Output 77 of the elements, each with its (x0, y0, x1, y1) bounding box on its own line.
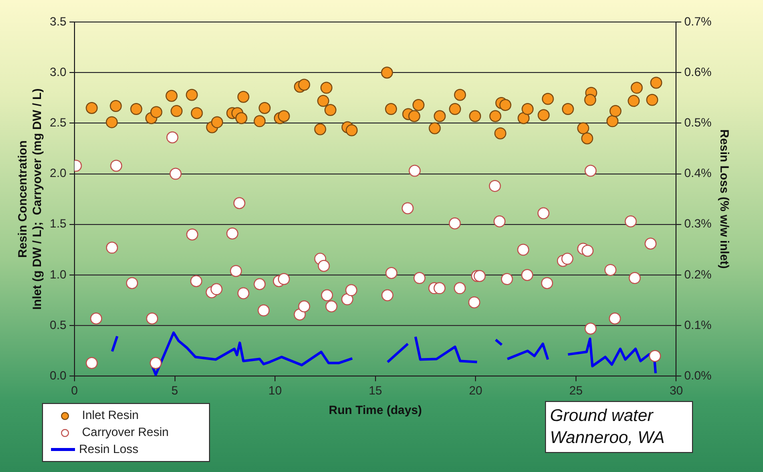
point (254, 115, 266, 128)
point (650, 76, 662, 89)
point (518, 112, 530, 124)
y2-tick-label: 0.2% (684, 267, 712, 282)
point (469, 110, 482, 122)
point (170, 105, 183, 118)
point (562, 103, 574, 116)
y-tick-label: 0.0 (50, 368, 67, 383)
point (166, 90, 178, 102)
point (317, 94, 330, 107)
y-tick-label: 3.0 (50, 64, 67, 79)
point (428, 122, 441, 134)
y2-tick-label: 0.3% (684, 216, 712, 231)
point (346, 124, 358, 136)
point (408, 110, 420, 122)
y2-tick-label: 0.7% (684, 14, 712, 28)
point (522, 103, 534, 116)
y-tick-label: 2.5 (50, 116, 67, 130)
point (499, 98, 512, 111)
point (86, 102, 98, 114)
point (298, 78, 310, 91)
y2-tick-label: 0.0% (684, 368, 712, 383)
point (235, 112, 248, 124)
x-tick-label: 15 (368, 384, 382, 398)
point (449, 103, 461, 116)
point (628, 94, 640, 107)
y2-tick-label: 0.5% (684, 116, 712, 130)
text: Ground water Wanneroo, WA (545, 401, 693, 453)
point (320, 82, 332, 94)
point (577, 122, 590, 134)
legend-label: Inlet Resin (82, 408, 139, 422)
y2-tick-label: 0.6% (684, 64, 712, 79)
x-tick-label: 25 (569, 384, 583, 398)
point (454, 88, 466, 101)
y2-axis-title: Resin Loss (% w/w inlet) (717, 129, 732, 269)
point (106, 116, 118, 128)
point (630, 82, 643, 94)
point (584, 94, 596, 106)
point (186, 88, 198, 101)
point (609, 105, 622, 118)
x-tick-label: 5 (171, 384, 178, 398)
point (646, 94, 658, 106)
point (494, 127, 506, 140)
y-tick-label: 2.0 (50, 166, 67, 180)
point (434, 110, 446, 122)
point (130, 103, 142, 116)
y-axis-title: Resin Concentration Inlet (g DW / L); Carryover (mg DW / L) (16, 88, 44, 310)
x-tick-label: 20 (468, 384, 483, 398)
point (237, 90, 250, 103)
point (542, 92, 554, 105)
y2-tick-label: 0.4% (684, 166, 712, 180)
point (211, 116, 224, 128)
point (278, 110, 290, 122)
x-axis-title: Run Time (days) (328, 403, 422, 418)
x-tick-label: 10 (268, 384, 282, 398)
point (110, 100, 122, 112)
point (324, 104, 336, 116)
point (385, 103, 398, 116)
point (190, 107, 203, 120)
point (381, 66, 393, 79)
point (581, 132, 594, 144)
point (489, 110, 502, 122)
y-tick-label: 0.5 (50, 318, 67, 332)
y-tick-label: 1.0 (50, 267, 67, 282)
y-tick-label: 1.5 (50, 216, 67, 231)
x-tick-label: 30 (670, 384, 684, 398)
y-tick-label: 3.5 (50, 14, 67, 28)
y2-tick-label: 0.1% (684, 318, 712, 332)
point (606, 115, 618, 128)
legend-label: Carryover Resin (82, 425, 169, 439)
point (412, 98, 424, 111)
point (150, 106, 162, 118)
point (314, 123, 326, 136)
x-tick-label: 0 (71, 384, 78, 398)
point (538, 109, 550, 122)
point (258, 102, 271, 114)
legend-label: Resin Loss (79, 442, 138, 456)
